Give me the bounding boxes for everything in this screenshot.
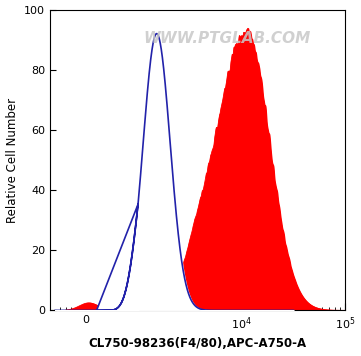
Y-axis label: Relative Cell Number: Relative Cell Number bbox=[5, 98, 18, 222]
Text: WWW.PTGLAB.COM: WWW.PTGLAB.COM bbox=[143, 31, 311, 46]
X-axis label: CL750-98236(F4/80),APC-A750-A: CL750-98236(F4/80),APC-A750-A bbox=[88, 337, 306, 350]
